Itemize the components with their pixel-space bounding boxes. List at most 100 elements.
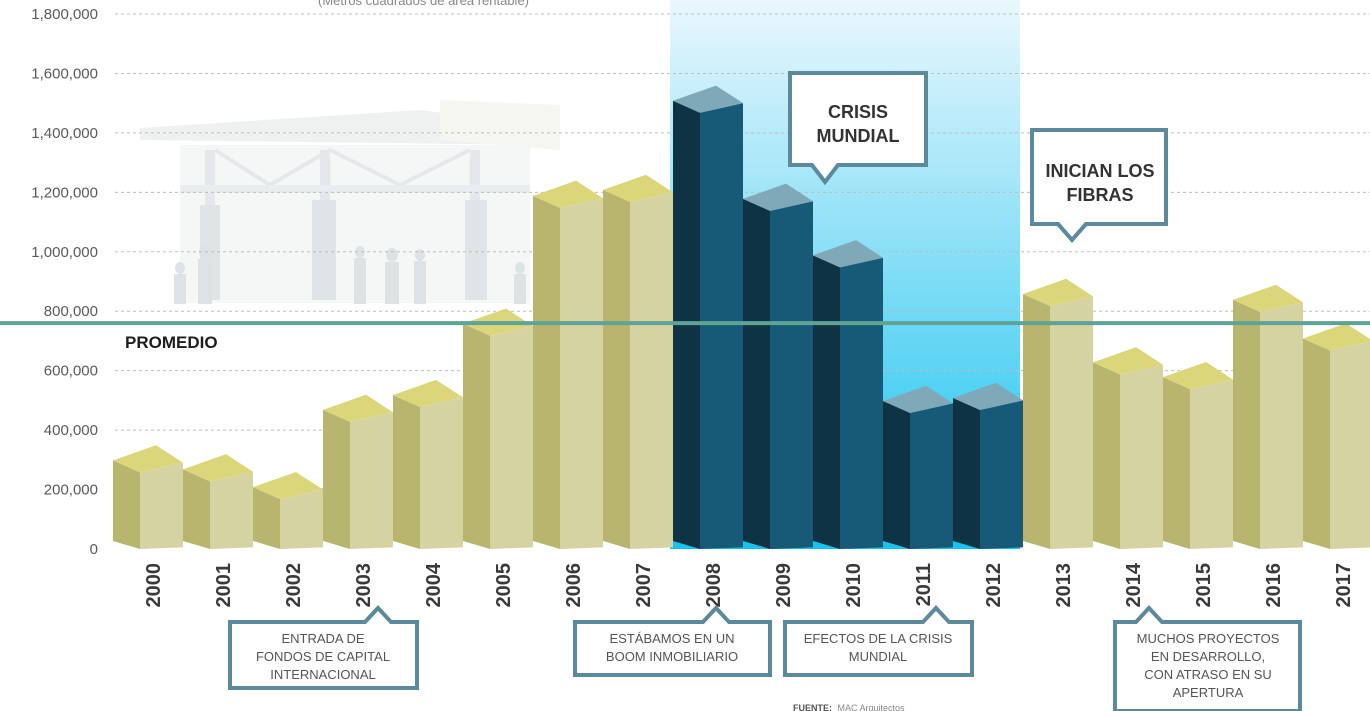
y-tick-label: 800,000 [44, 303, 98, 320]
bar-side-face [323, 409, 350, 549]
bar-top-face [603, 174, 673, 202]
x-tick-label: 2006 [563, 563, 585, 608]
bar-front-face [700, 103, 743, 550]
bar-2001 [183, 454, 253, 549]
bar-front-face [1120, 364, 1163, 549]
bar-2010 [813, 240, 883, 550]
x-tick-label: 2011 [913, 563, 935, 606]
bar-front-face [420, 397, 463, 549]
y-tick-label: 1,600,000 [31, 65, 98, 82]
bar-front-face [1330, 341, 1370, 549]
y-tick-label: 1,200,000 [31, 184, 98, 201]
bar-front-face [1050, 296, 1093, 549]
bar-front-face [280, 489, 323, 549]
bar-top-face [1233, 284, 1303, 312]
x-tick-label: 2007 [633, 563, 655, 608]
x-tick-label: 2010 [843, 563, 865, 608]
bar-side-face [183, 469, 210, 549]
callout-entrada: ENTRADA DE FONDOS DE CAPITAL INTERNACION… [228, 605, 419, 690]
bar-side-face [1023, 293, 1050, 549]
x-tick-label: 2008 [703, 563, 725, 608]
callout-fibras-line-1: INICIAN LOS [1045, 161, 1154, 181]
callout-boom-line-1: ESTÁBAMOS EN UN [610, 631, 735, 646]
bar-front-face [350, 412, 393, 549]
callout-entrada-line-1: ENTRADA DE [281, 631, 364, 646]
bar-top-face [953, 382, 1023, 410]
bar-top-face [813, 240, 883, 268]
bar-top-face [1163, 361, 1233, 390]
x-tick-label: 2001 [213, 563, 235, 608]
bar-front-face [560, 198, 603, 549]
bar-side-face [953, 397, 980, 549]
bar-top-face [323, 394, 393, 422]
y-tick-label: 1,800,000 [31, 6, 98, 23]
bar-front-face [770, 201, 813, 549]
bar-side-face [603, 189, 630, 549]
bar-2013 [1023, 278, 1093, 549]
mall-illustration [140, 100, 560, 304]
bar-side-face [1303, 338, 1330, 549]
chart-subtitle: (Metros cuadrados de área rentable) [318, 0, 529, 8]
x-tick-label: 2000 [143, 563, 165, 608]
bar-2012 [953, 382, 1023, 549]
bar-side-face [813, 255, 840, 550]
source-note: FUENTE: MAC Arquitectos [793, 703, 905, 711]
bar-side-face [533, 195, 560, 549]
callout-entrada-line-2: FONDOS DE CAPITAL [256, 649, 390, 664]
source-label: FUENTE: [793, 703, 832, 711]
y-tick-label: 600,000 [44, 363, 98, 380]
x-tick-label: 2004 [423, 562, 445, 607]
bar-top-face [1303, 323, 1370, 351]
x-tick-label: 2015 [1193, 563, 1215, 608]
y-axis: 0 200,000 400,000 600,000 800,000 1,000,000 1,… [31, 6, 98, 558]
bar-top-face [1023, 278, 1093, 306]
callout-fibras-line-2: FIBRAS [1067, 185, 1134, 205]
bar-front-face [140, 462, 183, 549]
y-tick-label: 1,000,000 [31, 244, 98, 261]
callout-muchos-line-3: CON ATRASO EN SU [1144, 667, 1272, 682]
bar-front-face [630, 192, 673, 550]
bar-side-face [1093, 362, 1120, 549]
x-tick-label: 2003 [353, 563, 375, 608]
bar-2000 [113, 445, 183, 549]
bar-2015 [1163, 361, 1233, 549]
source-text: MAC Arquitectos [838, 703, 906, 711]
callout-muchos: MUCHOS PROYECTOS EN DESARROLLO, CON ATRA… [1113, 605, 1302, 711]
x-tick-label: 2016 [1263, 563, 1285, 608]
bar-top-face [533, 180, 603, 208]
bar-2008 [673, 85, 743, 550]
y-tick-label: 200,000 [44, 482, 98, 499]
bar-side-face [253, 487, 280, 549]
bar-front-face [490, 326, 533, 549]
y-tick-label: 1,400,000 [31, 125, 98, 142]
bar-2014 [1093, 347, 1163, 549]
bar-2003 [323, 394, 393, 549]
bar-2009 [743, 183, 813, 549]
bar-2011 [883, 385, 953, 549]
bar-2016 [1233, 284, 1303, 549]
bar-top-face [253, 471, 323, 500]
x-tick-label: 2005 [493, 563, 515, 608]
callout-muchos-line-1: MUCHOS PROYECTOS [1137, 631, 1280, 646]
callout-muchos-line-4: APERTURA [1173, 685, 1244, 700]
bar-top-face [113, 445, 183, 473]
bars [113, 85, 1370, 550]
bar-top-face [673, 85, 743, 113]
callout-crisis-line-2: MUNDIAL [817, 126, 900, 146]
bar-2005 [463, 308, 533, 549]
bar-top-face [1093, 347, 1163, 375]
bar-side-face [393, 395, 420, 549]
callout-entrada-line-3: INTERNACIONAL [270, 667, 375, 682]
callout-efectos-line-2: MUNDIAL [849, 649, 908, 664]
bar-front-face [210, 471, 253, 549]
bar-side-face [1163, 377, 1190, 549]
bar-top-face [393, 379, 463, 408]
x-tick-label: 2014 [1123, 562, 1145, 607]
callout-boom-line-2: BOOM INMOBILIARIO [606, 649, 738, 664]
bar-2004 [393, 379, 463, 549]
x-tick-label: 2002 [283, 563, 305, 608]
bar-top-face [743, 183, 813, 211]
x-tick-label: 2017 [1333, 563, 1355, 608]
callout-muchos-line-2: EN DESARROLLO, [1151, 649, 1265, 664]
